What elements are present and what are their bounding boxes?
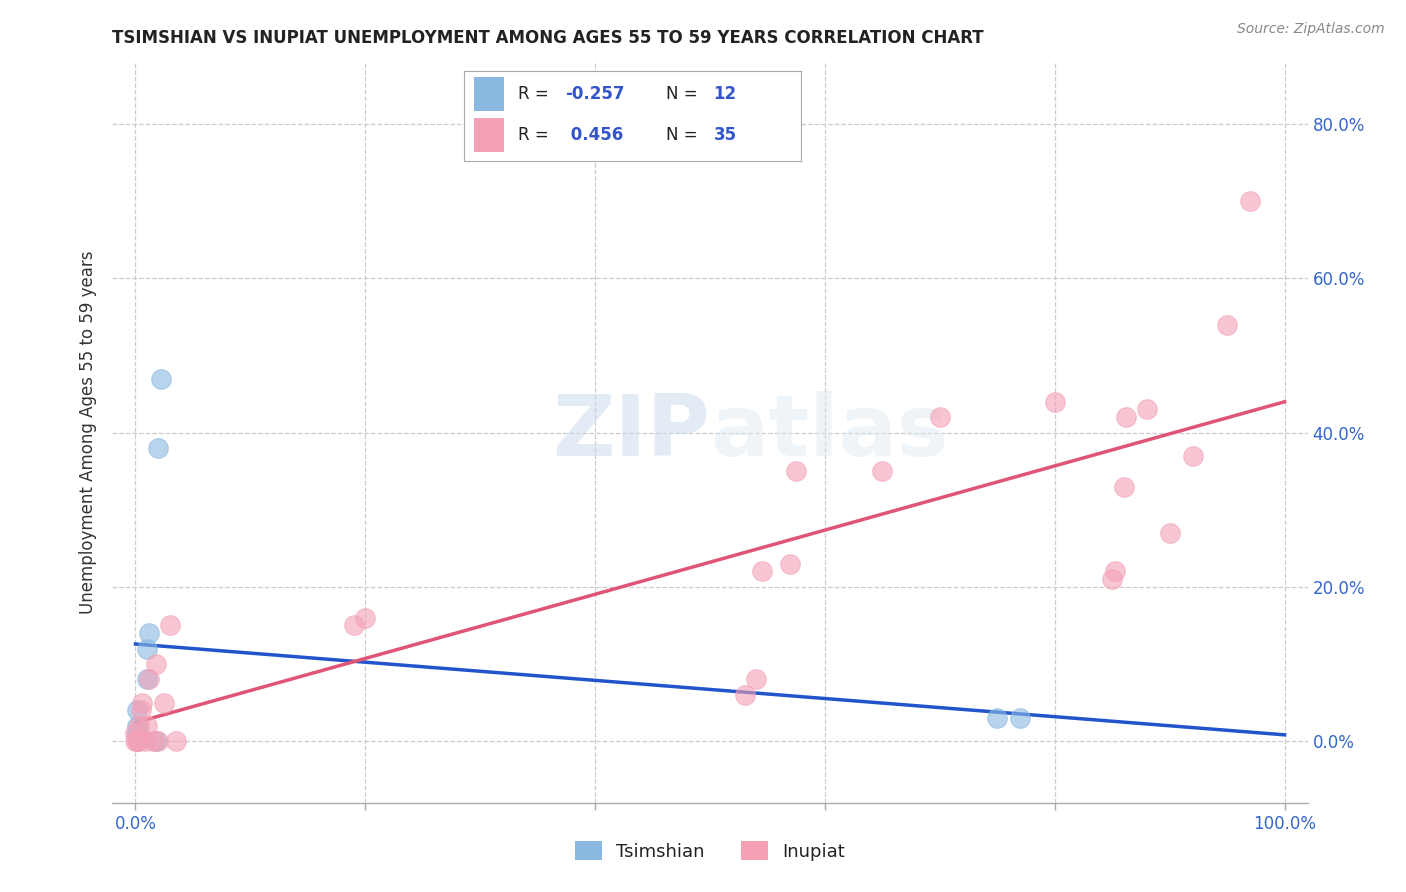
Point [165,734,187,748]
Point [1136,402,1159,417]
Text: R =: R = [517,126,554,144]
Point [138,673,160,687]
FancyBboxPatch shape [474,77,505,111]
Point [134,734,156,748]
Point [148,441,170,455]
Point [986,711,1008,725]
Point [127,734,149,748]
Point [751,565,773,579]
FancyBboxPatch shape [474,118,505,152]
Point [785,464,807,478]
Text: 35: 35 [714,126,737,144]
Point [928,410,950,425]
Point [127,734,149,748]
Point [129,703,152,717]
Point [145,734,167,748]
Point [153,696,176,710]
Point [1010,711,1032,725]
Text: ZIP: ZIP [553,391,710,475]
Point [136,719,159,733]
Text: atlas: atlas [710,391,948,475]
Point [1112,480,1135,494]
Point [125,719,148,733]
Text: R =: R = [517,85,554,103]
Point [136,641,159,656]
Point [148,734,170,748]
Point [125,703,148,717]
Text: Source: ZipAtlas.com: Source: ZipAtlas.com [1237,22,1385,37]
Point [142,734,165,748]
Point [734,688,756,702]
Point [128,719,150,733]
Point [1159,525,1181,540]
Point [124,726,146,740]
Y-axis label: Unemployment Among Ages 55 to 59 years: Unemployment Among Ages 55 to 59 years [79,251,97,615]
Text: N =: N = [666,85,703,103]
Point [159,618,181,632]
Text: -0.257: -0.257 [565,85,624,103]
Point [1101,572,1123,586]
Point [125,734,148,748]
Legend: Tsimshian, Inupiat: Tsimshian, Inupiat [568,834,852,868]
Point [136,673,159,687]
Point [343,618,366,632]
Point [145,657,167,671]
Point [354,610,377,624]
Point [1216,318,1239,332]
Point [131,696,153,710]
Text: N =: N = [666,126,703,144]
Point [1115,410,1137,425]
Point [125,726,148,740]
Point [779,557,801,571]
Point [1239,194,1261,209]
Point [745,673,768,687]
Text: 0.456: 0.456 [565,126,623,144]
Point [138,626,160,640]
Point [149,371,172,385]
Text: TSIMSHIAN VS INUPIAT UNEMPLOYMENT AMONG AGES 55 TO 59 YEARS CORRELATION CHART: TSIMSHIAN VS INUPIAT UNEMPLOYMENT AMONG … [112,29,984,47]
Text: 12: 12 [714,85,737,103]
Point [124,734,146,748]
Point [1181,449,1204,463]
Point [1043,394,1066,409]
Point [872,464,894,478]
Point [1104,565,1126,579]
